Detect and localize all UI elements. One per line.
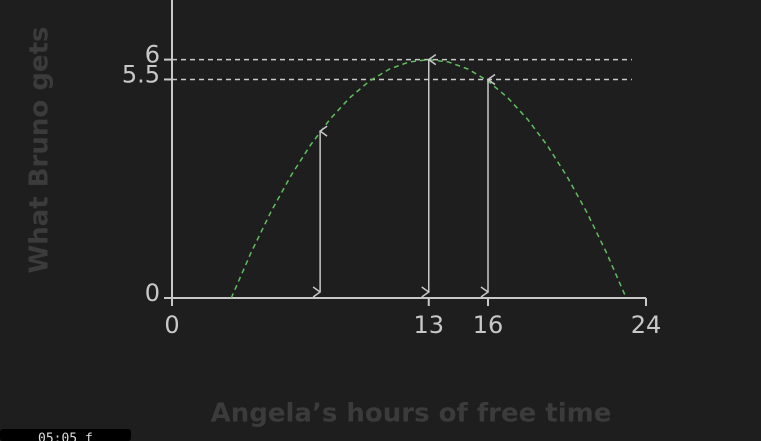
x-tick-label: 16 — [473, 311, 504, 339]
x-axis-title: Angela’s hours of free time — [211, 399, 612, 429]
y-tick-label: 5.5 — [122, 60, 160, 88]
overlay-text: 05:05 f — [38, 432, 93, 441]
y-tick-label: 6 — [145, 41, 160, 69]
overlay-badge — [0, 429, 131, 441]
x-tick-label: 0 — [164, 311, 179, 339]
x-tick-label: 13 — [413, 311, 444, 339]
y-tick-label: 0 — [145, 279, 160, 307]
curve — [230, 58, 627, 299]
x-tick-label: 24 — [631, 311, 662, 339]
y-axis-title: What Bruno gets — [25, 27, 55, 274]
